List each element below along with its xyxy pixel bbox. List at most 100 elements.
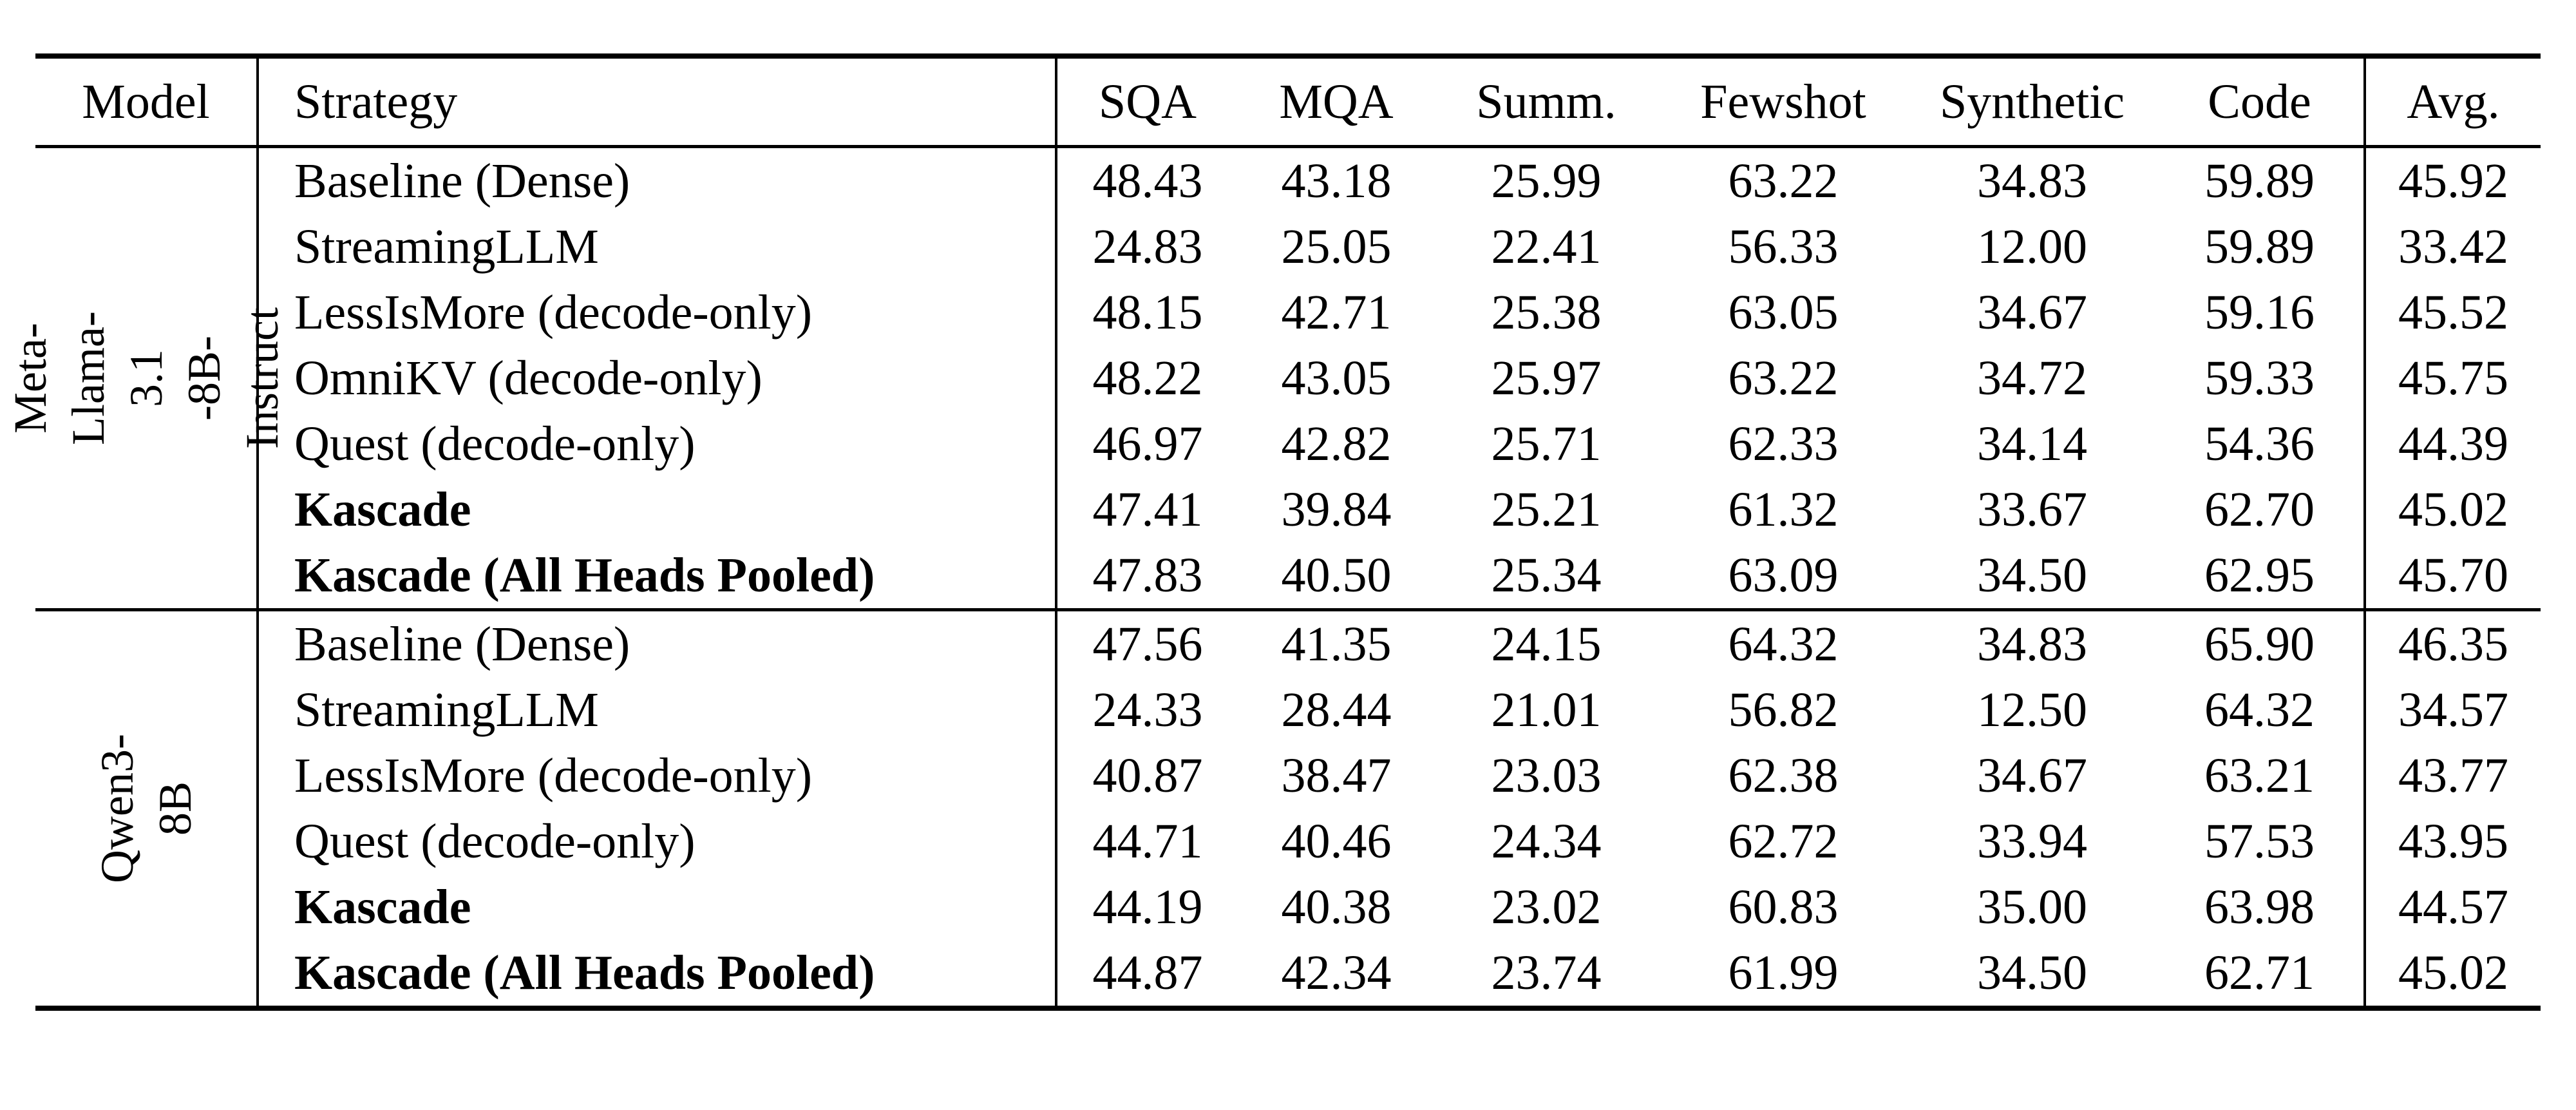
- column-header-strategy: Strategy: [256, 56, 1056, 148]
- avg-score-cell: 45.52: [2363, 280, 2541, 345]
- strategy-cell: Baseline (Dense): [256, 146, 1056, 214]
- table-row: StreamingLLM 24.83 25.05 22.41 56.33 12.00 59.…: [35, 214, 2541, 280]
- model-group: Meta-Llama-3.1 -8B-Instruct Baseline (Den…: [5, 146, 2541, 610]
- avg-score-cell: 43.77: [2363, 743, 2541, 809]
- score-cell: 21.01: [1491, 682, 1602, 737]
- model-label-rotated: Meta-Llama-3.1 -8B-Instruct: [4, 307, 288, 449]
- avg-score-cell: 44.57: [2363, 874, 2541, 940]
- score-cell: 61.32: [1728, 482, 1839, 537]
- column-header-model: Model: [35, 56, 258, 148]
- score-cell: 40.46: [1281, 814, 1392, 868]
- score-cell: 60.83: [1728, 879, 1839, 934]
- column-header-summ: Summ.: [1435, 56, 1658, 148]
- strategy-cell: Kascade: [256, 477, 1056, 542]
- avg-score-cell: 45.92: [2363, 146, 2541, 214]
- header-row: Model Strategy SQA MQA Summ. Fewshot Syn…: [35, 56, 2541, 148]
- score-cell: 23.03: [1491, 748, 1602, 803]
- avg-score-cell: 46.35: [2363, 609, 2541, 677]
- column-header-fewshot: Fewshot: [1658, 56, 1909, 148]
- table-row: LessIsMore (decode-only) 40.87 38.47 23.03 6…: [35, 743, 2541, 809]
- strategy-cell: Quest (decode-only): [256, 411, 1056, 477]
- table-row: Kascade 47.41 39.84 25.21 61.32 33.67 62.70 45.…: [35, 477, 2541, 542]
- score-cell: 40.38: [1281, 879, 1392, 934]
- score-cell: 25.99: [1491, 153, 1602, 208]
- score-cell: 59.33: [2204, 350, 2315, 405]
- avg-score-cell: 34.57: [2363, 677, 2541, 743]
- score-cell: 44.87: [1055, 940, 1238, 1008]
- score-cell: 24.34: [1491, 814, 1602, 868]
- strategy-cell: LessIsMore (decode-only): [256, 743, 1056, 809]
- avg-score-cell: 45.75: [2363, 345, 2541, 411]
- score-cell: 25.34: [1491, 548, 1602, 602]
- avg-score-cell: 44.39: [2363, 411, 2541, 477]
- score-cell: 24.83: [1055, 214, 1238, 280]
- avg-score-cell: 43.95: [2363, 809, 2541, 874]
- model-label-rotated: Qwen3-8B: [91, 734, 201, 883]
- score-cell: 34.83: [1977, 617, 2087, 671]
- score-cell: 63.98: [2204, 879, 2315, 934]
- column-header-synthetic: Synthetic: [1909, 56, 2155, 148]
- score-cell: 33.94: [1977, 814, 2087, 868]
- score-cell: 33.67: [1977, 482, 2087, 537]
- score-cell: 25.21: [1491, 482, 1602, 537]
- score-cell: 48.15: [1055, 280, 1238, 345]
- table-row: Quest (decode-only) 46.97 42.82 25.71 62.33 3…: [35, 411, 2541, 477]
- score-cell: 63.09: [1728, 548, 1839, 602]
- table-row: Qwen3-8B Baseline (Dense) 47.56 41.35 24.15 6…: [35, 609, 2541, 883]
- strategy-cell: Quest (decode-only): [256, 809, 1056, 874]
- model-group: Qwen3-8B Baseline (Dense) 47.56 41.35 24.15 6…: [35, 609, 2541, 1008]
- score-cell: 62.72: [1728, 814, 1839, 868]
- score-cell: 62.38: [1728, 748, 1839, 803]
- score-cell: 56.82: [1728, 682, 1839, 737]
- avg-score-cell: 33.42: [2363, 214, 2541, 280]
- strategy-cell: LessIsMore (decode-only): [256, 280, 1056, 345]
- results-table: Model Strategy SQA MQA Summ. Fewshot Syn…: [5, 53, 2541, 1011]
- model-group-cell: Qwen3-8B: [35, 610, 258, 1009]
- score-cell: 12.00: [1977, 219, 2087, 274]
- avg-score-cell: 45.70: [2363, 542, 2541, 610]
- score-cell: 62.95: [2204, 548, 2315, 602]
- score-cell: 23.74: [1491, 945, 1602, 1000]
- score-cell: 56.33: [1728, 219, 1839, 274]
- score-cell: 24.15: [1491, 617, 1602, 671]
- column-header-code: Code: [2155, 56, 2365, 148]
- strategy-cell: Kascade (All Heads Pooled): [256, 940, 1056, 1008]
- table-row: StreamingLLM 24.33 28.44 21.01 56.82 12.50 64.…: [35, 677, 2541, 743]
- score-cell: 47.83: [1055, 542, 1238, 610]
- score-cell: 12.50: [1977, 682, 2087, 737]
- strategy-cell: OmniKV (decode-only): [256, 345, 1056, 411]
- score-cell: 40.87: [1055, 743, 1238, 809]
- table-row: Kascade (All Heads Pooled) 47.83 40.50 25.3…: [35, 542, 2541, 610]
- table-row: LessIsMore (decode-only) 48.15 42.71 25.38 6…: [35, 280, 2541, 345]
- score-cell: 35.00: [1977, 879, 2087, 934]
- model-group-cell: Meta-Llama-3.1 -8B-Instruct: [5, 147, 288, 610]
- score-cell: 63.22: [1728, 350, 1839, 405]
- score-cell: 63.22: [1728, 153, 1839, 208]
- score-cell: 48.22: [1055, 345, 1238, 411]
- score-cell: 42.82: [1281, 416, 1392, 471]
- strategy-cell: Kascade: [256, 874, 1056, 940]
- avg-score-cell: 45.02: [2363, 477, 2541, 542]
- score-cell: 41.35: [1281, 617, 1392, 671]
- score-cell: 34.67: [1977, 748, 2087, 803]
- score-cell: 43.05: [1281, 350, 1392, 405]
- score-cell: 34.83: [1977, 153, 2087, 208]
- score-cell: 34.50: [1977, 945, 2087, 1000]
- score-cell: 28.44: [1281, 682, 1392, 737]
- score-cell: 39.84: [1281, 482, 1392, 537]
- score-cell: 62.70: [2204, 482, 2315, 537]
- score-cell: 42.71: [1281, 285, 1392, 340]
- score-cell: 46.97: [1055, 411, 1238, 477]
- score-cell: 25.97: [1491, 350, 1602, 405]
- score-cell: 34.67: [1977, 285, 2087, 340]
- score-cell: 44.19: [1055, 874, 1238, 940]
- score-cell: 25.71: [1491, 416, 1602, 471]
- column-header-avg: Avg.: [2363, 56, 2541, 148]
- score-cell: 61.99: [1728, 945, 1839, 1000]
- score-cell: 24.33: [1055, 677, 1238, 743]
- score-cell: 22.41: [1491, 219, 1602, 274]
- score-cell: 23.02: [1491, 879, 1602, 934]
- table-row: Kascade (All Heads Pooled) 44.87 42.34 23.7…: [35, 940, 2541, 1008]
- column-header-sqa: SQA: [1055, 56, 1238, 148]
- score-cell: 44.71: [1055, 809, 1238, 874]
